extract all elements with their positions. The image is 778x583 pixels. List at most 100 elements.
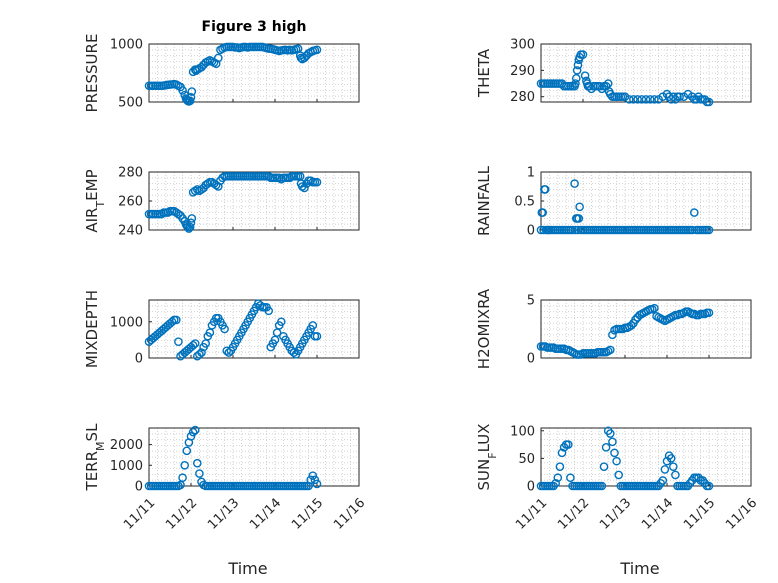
subplot-mixdepth: 0 1000 MIXDEPTH xyxy=(83,290,360,368)
data-point xyxy=(650,303,659,313)
data-point xyxy=(575,202,584,212)
data-point xyxy=(641,95,651,104)
data-point xyxy=(620,92,630,102)
data-point xyxy=(564,440,573,449)
data-point xyxy=(683,89,693,99)
data-point xyxy=(310,475,320,485)
x-tick-label: 11/15 xyxy=(289,496,326,533)
y-axis-label: H2OMIXRA xyxy=(475,288,493,369)
y-tick-label: 280 xyxy=(510,90,535,105)
data-point xyxy=(190,425,200,435)
data-point xyxy=(306,475,316,485)
y-tick-label: 500 xyxy=(118,96,143,111)
data-point xyxy=(566,473,575,483)
data-point xyxy=(627,321,636,330)
data-point xyxy=(612,456,621,466)
data-point xyxy=(186,431,196,441)
data-point xyxy=(185,222,195,232)
data-point xyxy=(704,225,714,235)
data-point xyxy=(195,469,204,478)
data-point xyxy=(178,473,187,483)
y-tick-label: 5 xyxy=(527,294,535,309)
data-point xyxy=(666,454,676,463)
x-tick-label: 11/14 xyxy=(639,496,676,533)
data-point xyxy=(608,437,617,447)
data-series xyxy=(536,50,714,107)
chart-title: Figure 3 high xyxy=(202,19,307,35)
data-point xyxy=(610,448,619,458)
data-point xyxy=(679,92,689,102)
subplot-air: 240 260 280 AIRTEMP xyxy=(83,166,360,239)
data-point xyxy=(213,53,223,63)
x-tick-label: 11/13 xyxy=(597,496,634,533)
data-point xyxy=(599,462,609,471)
x-axis-label: Time xyxy=(227,559,267,578)
data-series xyxy=(536,426,714,491)
data-point xyxy=(184,224,194,233)
data-series xyxy=(144,425,322,491)
y-axis-label: AIRTEMP xyxy=(83,169,107,232)
data-point xyxy=(312,479,322,489)
data-point xyxy=(187,214,197,223)
axis-box xyxy=(148,299,360,359)
x-tick-label: 11/16 xyxy=(331,496,368,533)
data-point xyxy=(704,481,714,491)
subplot-pressure: 500 1000 PRESSURE Figure 3 high xyxy=(83,19,360,112)
y-tick-label: 1000 xyxy=(110,315,143,330)
data-point xyxy=(312,177,322,187)
data-point xyxy=(578,50,588,59)
data-point xyxy=(188,341,198,350)
data-point xyxy=(308,321,318,330)
y-tick-label: 2000 xyxy=(110,438,143,453)
subplot-theta: 280 290 300 THETA xyxy=(475,38,752,107)
data-point xyxy=(603,79,613,88)
data-point xyxy=(300,53,309,63)
data-series xyxy=(536,303,714,359)
data-point xyxy=(687,225,697,235)
data-point xyxy=(192,458,202,468)
data-point xyxy=(654,95,663,104)
data-point xyxy=(704,97,714,107)
subplot-rainfall: 0 0.5 1 RAINFALL xyxy=(475,165,752,239)
data-point xyxy=(197,62,206,72)
y-tick-label: 0 xyxy=(527,224,535,239)
y-axis-label: SUNFLUX xyxy=(475,424,499,491)
data-point xyxy=(571,73,581,83)
data-point xyxy=(658,476,668,485)
y-tick-label: 50 xyxy=(518,452,535,467)
data-point xyxy=(289,348,299,357)
y-tick-label: 240 xyxy=(118,224,143,239)
data-point xyxy=(187,87,197,96)
data-point xyxy=(597,481,607,491)
data-point xyxy=(601,443,611,452)
data-point xyxy=(312,45,322,55)
data-point xyxy=(180,460,189,470)
data-point xyxy=(614,470,624,480)
data-point xyxy=(580,71,590,80)
data-series xyxy=(144,299,322,361)
y-tick-label: 100 xyxy=(510,424,535,439)
data-point xyxy=(675,92,684,102)
x-tick-label: 11/14 xyxy=(247,496,284,533)
data-point xyxy=(274,173,284,183)
data-point xyxy=(573,60,583,70)
data-point xyxy=(658,92,668,102)
data-point xyxy=(624,95,634,104)
data-point xyxy=(213,182,223,191)
data-series xyxy=(144,172,322,233)
data-point xyxy=(629,95,638,104)
x-tick-label: 11/13 xyxy=(205,496,242,533)
data-point xyxy=(197,348,206,357)
data-point xyxy=(553,473,563,483)
data-point xyxy=(312,331,322,341)
data-point xyxy=(570,179,579,188)
y-tick-label: 1000 xyxy=(110,38,143,53)
data-point xyxy=(704,308,714,318)
data-point xyxy=(185,96,195,106)
data-point xyxy=(203,179,213,188)
y-tick-label: 0 xyxy=(135,352,143,367)
x-tick-label: 11/11 xyxy=(121,496,158,533)
data-point xyxy=(671,470,680,480)
data-point xyxy=(631,315,640,325)
data-point xyxy=(606,429,615,438)
